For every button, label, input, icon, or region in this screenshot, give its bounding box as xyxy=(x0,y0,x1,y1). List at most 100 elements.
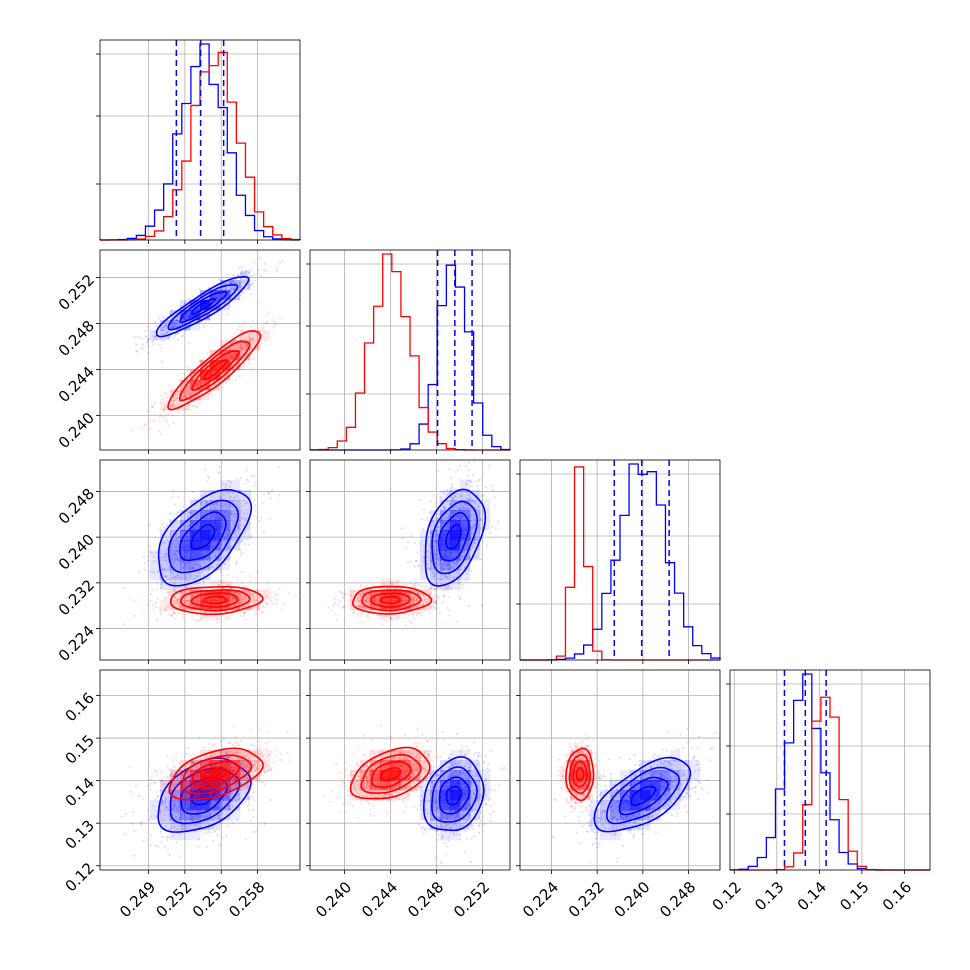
scatter-3-1-sample_b-contour xyxy=(202,595,228,605)
scatter-4-3-sample_b-contour xyxy=(575,767,585,782)
hist-panel-3 xyxy=(516,459,721,664)
hist-2-sample_a-step xyxy=(310,264,511,451)
scatter-3-1-sample_a-contour xyxy=(179,511,227,562)
hist-4-frame xyxy=(729,669,931,871)
scatter-2-1-sample_b-contour xyxy=(203,359,229,381)
hist-3-frame xyxy=(519,459,721,661)
y-tick-label: 0.240 xyxy=(55,409,98,452)
y-tick-label: 0.14 xyxy=(62,774,98,810)
scatter-4-2-sample_a-contour xyxy=(431,766,478,823)
y-tick-label: 0.240 xyxy=(55,530,98,573)
scatter-2-1-sample_b-contour xyxy=(167,330,262,411)
x-tick-label: 0.244 xyxy=(358,878,401,921)
y-tick-label: 0.248 xyxy=(55,317,98,360)
scatter-2-1-sample_a-contour xyxy=(179,291,228,323)
scatter-4-1-frame xyxy=(99,669,301,871)
scatter-2-1-sample_a-contour xyxy=(155,276,250,338)
scatter-2-1-sample_b-density xyxy=(160,330,271,411)
scatter-2-1-sample_b-contour xyxy=(191,350,240,392)
x-tick-label: 0.12 xyxy=(709,878,745,914)
scatter-3-1-sample_a-contour xyxy=(157,488,253,587)
scatter-4-2-sample_b-contour xyxy=(349,746,431,800)
scatter-3-2-sample_b-contour xyxy=(379,595,401,605)
scatter-3-1-sample_a-contour xyxy=(190,523,216,550)
scatter-2-1-sample_a-contour xyxy=(191,298,217,315)
y-tick-label: 0.244 xyxy=(55,363,98,406)
y-tick-label: 0.232 xyxy=(55,576,98,619)
scatter-4-1-sample_b-contour xyxy=(168,747,264,801)
scatter-3-1-sample_a-density xyxy=(150,480,251,591)
scatter-panel-4-1 xyxy=(96,669,301,874)
x-tick-label: 0.240 xyxy=(312,878,355,921)
scatter-3-1-sample_b-contour xyxy=(190,592,239,608)
scatter-3-2-sample_b-contour xyxy=(361,589,422,612)
y-tick-label: 0.252 xyxy=(55,271,98,314)
scatter-4-3-sample_a-contour xyxy=(593,756,692,833)
scatter-3-2-sample_a-contour xyxy=(431,500,478,575)
scatter-3-2-sample_b-contour xyxy=(351,585,433,615)
x-tick-label: 0.232 xyxy=(565,878,608,921)
scatter-4-1-sample_b-contour xyxy=(192,760,240,788)
scatter-4-2-frame xyxy=(309,669,511,871)
x-tick-label: 0.255 xyxy=(189,878,232,921)
scatter-3-1-sample_a-contour xyxy=(167,499,240,574)
scatter-4-3-sample_b-contour xyxy=(572,760,588,788)
scatter-4-3-sample_a-contour xyxy=(606,766,680,825)
scatter-3-1-sample_b-contour xyxy=(179,589,251,612)
scatter-4-2-sample_a-contour xyxy=(438,776,471,815)
scatter-3-1-frame xyxy=(99,459,301,661)
scatter-4-1-sample_a-contour xyxy=(157,757,252,833)
y-tick-label: 0.224 xyxy=(55,622,98,665)
scatter-panel-4-2 xyxy=(306,669,511,874)
scatter-2-1-sample_b-contour xyxy=(178,340,251,402)
x-tick-label: 0.249 xyxy=(116,878,159,921)
scatter-4-2-sample_a-contour xyxy=(445,785,463,806)
scatter-3-2-sample_a-contour xyxy=(424,488,487,587)
scatter-4-1-sample_b-contour xyxy=(202,766,228,782)
scatter-panel-2-1 xyxy=(96,249,301,454)
x-tick-label: 0.14 xyxy=(794,878,830,914)
hist-panel-2 xyxy=(306,249,511,454)
scatter-4-1-sample_b-contour xyxy=(181,754,253,795)
scatter-4-2-sample_b-contour xyxy=(380,767,402,782)
x-tick-label: 0.248 xyxy=(656,878,699,921)
hist-3-sample_b-step xyxy=(520,466,720,661)
x-tick-label: 0.248 xyxy=(404,878,447,921)
x-tick-label: 0.240 xyxy=(611,878,654,921)
scatter-4-3-sample_b-contour xyxy=(565,747,595,802)
scatter-3-2-sample_a-contour xyxy=(438,511,470,562)
scatter-panel-3-2 xyxy=(306,459,511,664)
y-tick-label: 0.16 xyxy=(62,689,98,725)
scatter-4-2-sample_b-contour xyxy=(370,760,412,788)
hist-3-sample_a-step xyxy=(520,463,721,661)
x-tick-label: 0.15 xyxy=(836,878,872,914)
scatter-4-3-sample_b-contour xyxy=(568,753,592,795)
scatter-3-2-sample_b-contour xyxy=(370,592,411,609)
x-tick-label: 0.224 xyxy=(519,878,562,921)
scatter-4-3-sample_a-density xyxy=(590,750,701,841)
x-tick-label: 0.13 xyxy=(751,878,787,914)
scatter-panel-4-3 xyxy=(516,669,721,874)
x-tick-label: 0.16 xyxy=(879,878,915,914)
x-tick-label: 0.252 xyxy=(152,878,195,921)
scatter-4-2-sample_a-contour xyxy=(422,756,485,832)
hist-1-frame xyxy=(99,39,301,241)
scatter-2-1-sample_a-contour xyxy=(167,284,239,331)
y-tick-label: 0.248 xyxy=(55,485,98,528)
scatter-3-1-sample_b-contour xyxy=(169,586,264,616)
scatter-4-3-sample_a-contour xyxy=(630,785,657,806)
y-tick-label: 0.15 xyxy=(62,731,98,767)
scatter-2-1-frame xyxy=(99,249,301,451)
hist-2-sample_b-step xyxy=(309,253,510,451)
hist-panel-4 xyxy=(726,669,931,874)
scatter-4-2-sample_b-contour xyxy=(360,753,422,794)
scatter-3-2-frame xyxy=(309,459,511,661)
scatter-4-3-frame xyxy=(519,669,721,871)
x-tick-label: 0.258 xyxy=(225,878,268,921)
hist-panel-1 xyxy=(96,39,301,244)
scatter-panel-3-1 xyxy=(96,459,301,664)
y-tick-label: 0.12 xyxy=(62,859,98,895)
hist-2-frame xyxy=(309,249,511,451)
scatter-3-2-sample_a-contour xyxy=(445,523,462,550)
